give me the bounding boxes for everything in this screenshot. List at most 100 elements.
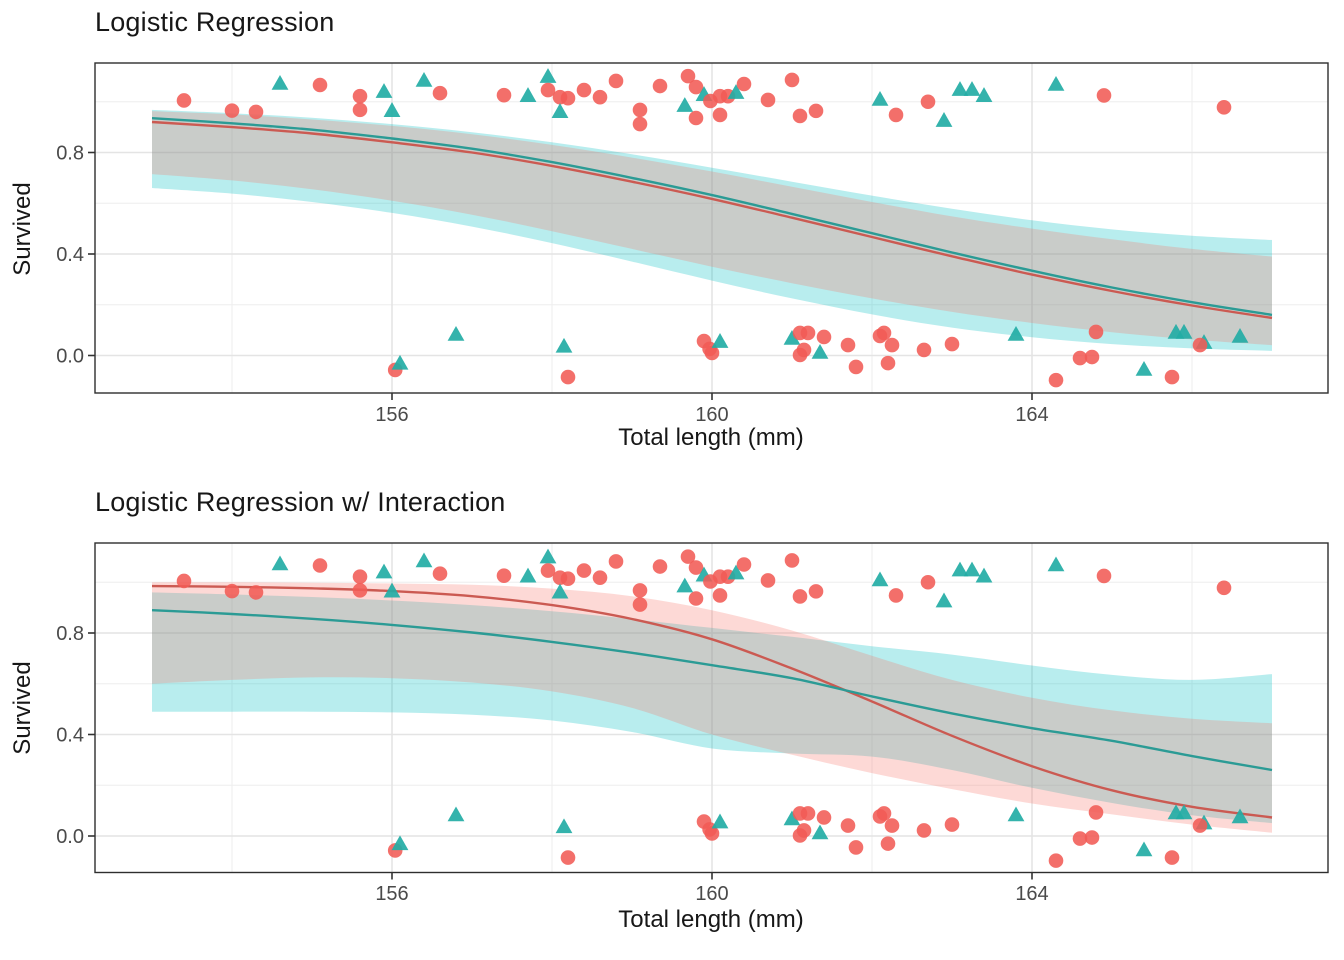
y-axis-title-bottom: Survived [9,661,36,755]
scatter-point-red-circle [884,337,900,353]
x-axis-title-top: Total length (mm) [618,424,804,451]
scatter-point-red-circle [688,110,704,126]
scatter-point-red-circle [888,107,904,123]
scatter-point-red-circle [760,573,776,588]
scatter-point-red-circle [352,88,368,104]
scatter-point-red-circle [312,77,328,93]
scatter-point-red-circle [876,806,892,821]
scatter-point-teal-triangle [963,81,981,96]
x-tick-label: 160 [695,883,728,905]
x-tick-label: 156 [375,404,408,426]
scatter-point-red-circle [496,568,512,583]
scatter-point-teal-triangle [555,337,573,353]
scatter-point-teal-triangle [963,561,981,577]
scatter-point-teal-triangle [975,87,993,102]
scatter-point-red-circle [888,588,904,603]
scatter-point-red-circle [176,93,192,108]
scatter-point-red-circle [1072,831,1088,846]
x-tick-label: 156 [375,883,408,905]
scatter-point-red-circle [800,325,816,341]
scatter-point-red-circle [1088,805,1104,820]
teal-regression-line [151,609,1273,772]
scatter-point-red-circle [560,850,576,865]
scatter-point-red-circle [796,823,812,838]
scatter-point-red-circle [840,337,856,353]
scatter-point-teal-triangle [1007,325,1025,341]
scatter-point-teal-triangle [727,564,745,580]
scatter-point-red-circle [1088,324,1104,340]
scatter-point-red-circle [1164,850,1180,865]
scatter-point-red-circle [736,557,752,572]
y-tick-label: 0.4 [56,725,84,747]
scatter-point-teal-triangle [975,567,993,583]
scatter-point-teal-triangle [871,571,889,587]
scatter-point-red-circle [540,563,556,578]
scatter-point-teal-triangle [935,592,953,608]
scatter-point-red-circle [712,588,728,603]
scatter-point-teal-triangle [375,563,393,579]
scatter-point-red-circle [680,549,696,564]
scatter-point-red-circle [792,589,808,604]
red-confidence-band [152,111,1272,346]
scatter-point-red-circle [760,92,776,108]
scatter-point-teal-triangle [676,577,694,593]
scatter-point-red-circle [632,116,648,132]
scatter-point-teal-triangle [447,325,465,341]
scatter-point-teal-triangle [811,343,829,359]
scatter-point-teal-triangle [1175,804,1193,820]
scatter-point-teal-triangle [539,68,557,83]
scatter-point-red-circle [560,369,576,385]
y-axis-title-top: Survived [9,182,36,276]
scatter-point-red-circle [176,573,192,589]
scatter-point-red-circle [1192,337,1208,353]
scatter-point-red-circle [792,108,808,124]
scatter-point-red-circle [712,107,728,123]
scatter-point-red-circle [680,68,696,84]
scatter-point-teal-triangle [951,81,969,96]
red-regression-line [151,120,1273,320]
scatter-point-red-circle [224,103,240,118]
scatter-point-red-circle [704,345,720,361]
scatter-point-red-circle [1084,830,1100,845]
scatter-point-teal-triangle [555,818,573,834]
scatter-point-teal-triangle [415,71,433,87]
scatter-point-teal-triangle [1135,841,1153,857]
scatter-point-red-circle [224,583,240,599]
scatter-point-red-circle [816,329,832,345]
scatter-point-teal-triangle [383,582,401,598]
scatter-point-teal-triangle [551,583,569,599]
scatter-point-red-circle [688,591,704,606]
scatter-point-red-circle [1164,369,1180,385]
scatter-point-teal-triangle [383,102,401,117]
scatter-point-teal-triangle [447,806,465,822]
scatter-point-red-circle [608,554,624,569]
scatter-point-red-circle [1192,818,1208,833]
scatter-point-red-circle [652,78,668,94]
scatter-point-red-circle [800,806,816,821]
scatter-point-red-circle [1084,349,1100,365]
scatter-point-red-circle [944,817,960,832]
teal-confidence-band [152,109,1272,351]
scatter-point-red-circle [808,584,824,599]
scatter-point-red-circle [1216,580,1232,596]
scatter-point-teal-triangle [871,90,889,106]
scatter-point-teal-triangle [935,112,953,127]
scatter-point-red-circle [880,355,896,371]
scatter-point-teal-triangle [711,813,729,829]
scatter-point-teal-triangle [811,824,829,840]
scatter-point-red-circle [592,89,608,105]
scatter-point-teal-triangle [1175,323,1193,339]
scatter-point-red-circle [496,87,512,103]
scatter-point-teal-triangle [1135,360,1153,376]
scatter-point-red-circle [352,102,368,118]
scatter-point-red-circle [796,342,812,358]
scatter-point-red-circle [848,359,864,375]
teal-confidence-band [152,592,1272,824]
scatter-point-teal-triangle [676,97,694,112]
scatter-point-teal-triangle [727,84,745,99]
red-regression-line [151,584,1273,819]
scatter-point-red-circle [784,72,800,88]
scatter-point-teal-triangle [271,555,289,571]
scatter-point-red-circle [808,103,824,119]
